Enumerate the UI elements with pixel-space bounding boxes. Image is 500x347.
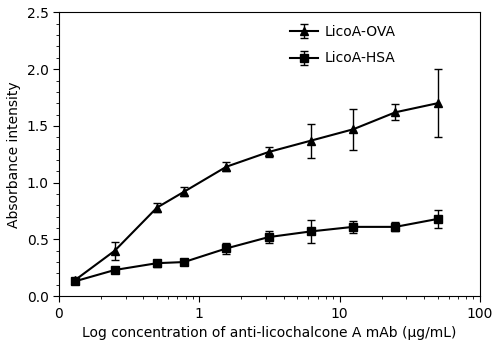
X-axis label: Log concentration of anti-licochalcone A mAb (μg/mL): Log concentration of anti-licochalcone A… — [82, 326, 456, 340]
Legend: LicoA-OVA, LicoA-HSA: LicoA-OVA, LicoA-HSA — [285, 19, 402, 71]
Y-axis label: Absorbance intensity: Absorbance intensity — [7, 81, 21, 228]
